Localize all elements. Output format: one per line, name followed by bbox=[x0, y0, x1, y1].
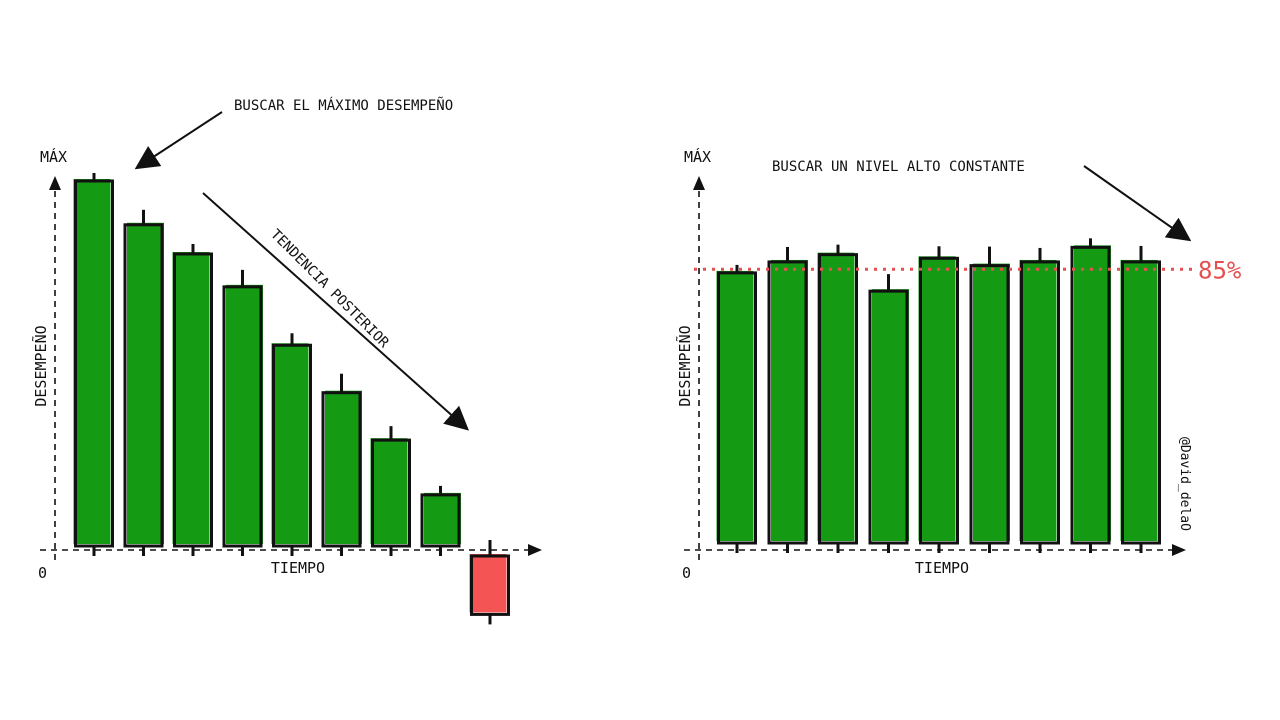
left-bars bbox=[73, 173, 510, 625]
right-ymax-label: MÁX bbox=[684, 147, 711, 166]
bar-fill bbox=[1019, 259, 1057, 541]
bar-8 bbox=[1070, 238, 1111, 553]
bar-5 bbox=[918, 246, 959, 553]
bar-5 bbox=[271, 333, 312, 556]
bar-3 bbox=[817, 244, 858, 553]
reference-line-label: 85% bbox=[1198, 256, 1242, 284]
bar-2 bbox=[123, 209, 164, 556]
bar-1 bbox=[73, 173, 114, 556]
bar-fill bbox=[817, 252, 855, 541]
right-y-label: DESEMPEÑO bbox=[675, 325, 694, 406]
left-y-label: DESEMPEÑO bbox=[31, 325, 50, 406]
right-x-axis-arrow bbox=[1172, 544, 1186, 556]
right-reference-line: 85% bbox=[694, 256, 1242, 284]
right-x-label: TIEMPO bbox=[915, 559, 969, 577]
bar-7 bbox=[370, 426, 411, 556]
left-x-axis-arrow bbox=[528, 544, 542, 556]
bar-fill bbox=[716, 270, 754, 541]
bar-fill bbox=[271, 343, 309, 544]
bar-fill bbox=[1120, 259, 1158, 541]
bar-fill bbox=[918, 256, 956, 541]
left-peak-arrow bbox=[134, 111, 223, 170]
left-annotation-peak: BUSCAR EL MÁXIMO DESEMPEÑO bbox=[234, 97, 453, 114]
bar-fill bbox=[127, 222, 164, 545]
bar-8 bbox=[420, 485, 461, 556]
left-chart: MÁX 0 DESEMPEÑO TIEMPO BUSCAR EL MÁXIMO … bbox=[31, 97, 542, 625]
bar-6 bbox=[969, 246, 1010, 553]
left-annotation-trend: TENDENCIA POSTERIOR bbox=[267, 227, 392, 352]
bar-fill bbox=[469, 554, 507, 613]
bar-fill bbox=[370, 438, 408, 544]
bar-4 bbox=[868, 274, 909, 553]
bar-1 bbox=[716, 264, 757, 553]
right-annotation-arrow bbox=[1083, 165, 1192, 242]
watermark: @David_delaO bbox=[1177, 437, 1192, 531]
bar-fill bbox=[73, 179, 111, 544]
left-x-label: TIEMPO bbox=[271, 559, 325, 577]
bar-9 bbox=[1120, 245, 1161, 553]
bar-fill bbox=[424, 492, 461, 544]
bar-9 bbox=[469, 540, 510, 625]
left-ymax-label: MÁX bbox=[40, 147, 67, 166]
right-bars bbox=[716, 238, 1161, 553]
bar-4 bbox=[222, 269, 263, 556]
right-y-axis-arrow bbox=[693, 176, 705, 190]
bar-6 bbox=[321, 373, 362, 556]
bar-3 bbox=[172, 244, 213, 556]
left-trend-arrow bbox=[202, 192, 469, 431]
right-annotation: BUSCAR UN NIVEL ALTO CONSTANTE bbox=[772, 159, 1025, 175]
bar-fill bbox=[872, 289, 909, 541]
bar-7 bbox=[1019, 247, 1060, 553]
right-chart: 85% MÁX 0 DESEMPEÑO TIEMPO BUSCAR UN NIV… bbox=[675, 147, 1242, 582]
left-y-axis-arrow bbox=[49, 176, 61, 190]
bar-fill bbox=[226, 284, 263, 544]
left-origin-label: 0 bbox=[38, 564, 47, 582]
right-origin-label: 0 bbox=[682, 564, 691, 582]
bar-2 bbox=[767, 246, 808, 553]
bar-fill bbox=[973, 263, 1010, 541]
bar-fill bbox=[1074, 245, 1111, 541]
bar-fill bbox=[325, 390, 362, 544]
bar-fill bbox=[172, 252, 210, 544]
bar-fill bbox=[771, 259, 808, 541]
